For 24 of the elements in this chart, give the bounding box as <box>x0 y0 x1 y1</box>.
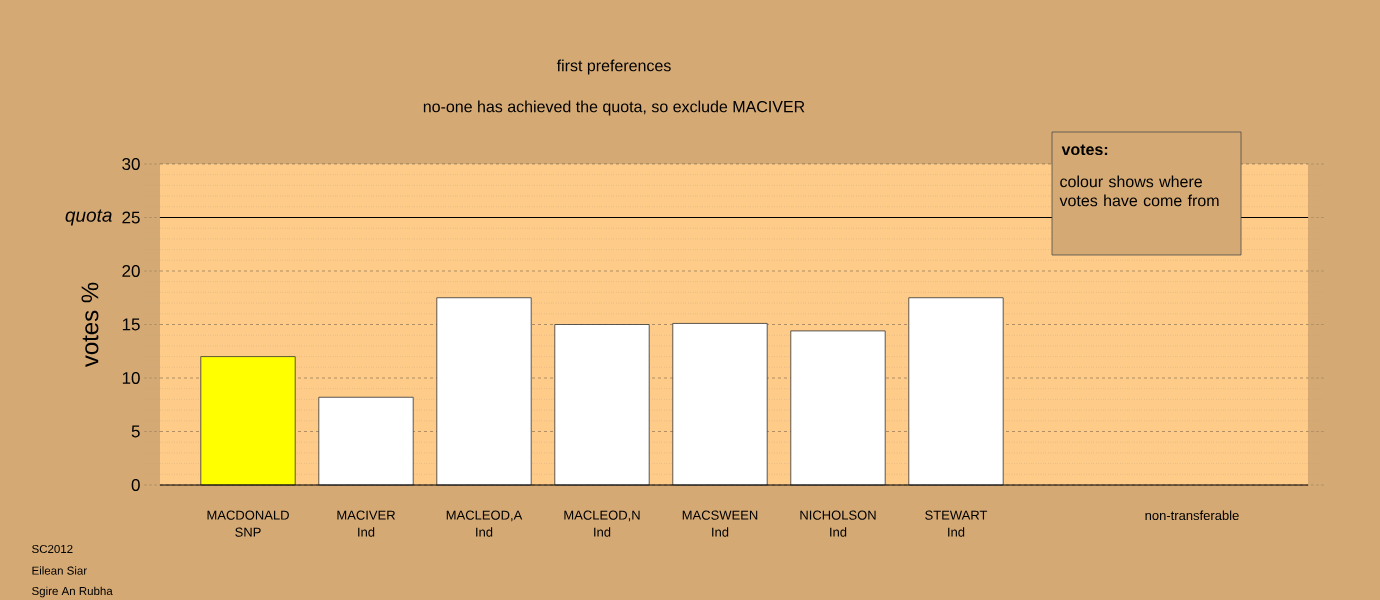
y-tick-label: 10 <box>122 371 140 385</box>
ref-line-label: quota <box>65 209 112 226</box>
x-tick-label: MACDONALD SNP <box>207 510 289 537</box>
x-tick-label: MACLEOD,N Ind <box>564 510 640 537</box>
chart-subtitle: no-one has achieved the quota, so exclude MACIVER <box>423 100 805 116</box>
x-tick-label: MACIVER Ind <box>337 510 396 537</box>
y-tick-label: 30 <box>122 157 140 171</box>
chart-title: first preferences <box>556 59 671 75</box>
x-tick-label: STEWART Ind <box>925 510 988 537</box>
y-axis-title: votes % <box>81 282 99 368</box>
x-tick-label: non-transferable <box>1145 510 1239 521</box>
x-tick-label: MACSWEEN Ind <box>682 510 758 537</box>
text: Sgire An Rubha <box>32 586 113 598</box>
y-tick-label: 15 <box>122 318 140 331</box>
annotation: colour shows where votes have come from <box>1059 175 1219 207</box>
y-tick-label: 5 <box>131 425 140 438</box>
y-tick-label: 0 <box>131 478 140 492</box>
text: votes: <box>1061 144 1108 156</box>
y-tick-label: 20 <box>122 264 140 278</box>
x-tick-label: MACLEOD,A Ind <box>446 510 523 537</box>
x-tick-label: NICHOLSON Ind <box>800 510 876 537</box>
y-tick-label: 25 <box>122 211 140 224</box>
text: Eilean Siar <box>32 566 87 575</box>
text: SC2012 <box>32 544 73 554</box>
